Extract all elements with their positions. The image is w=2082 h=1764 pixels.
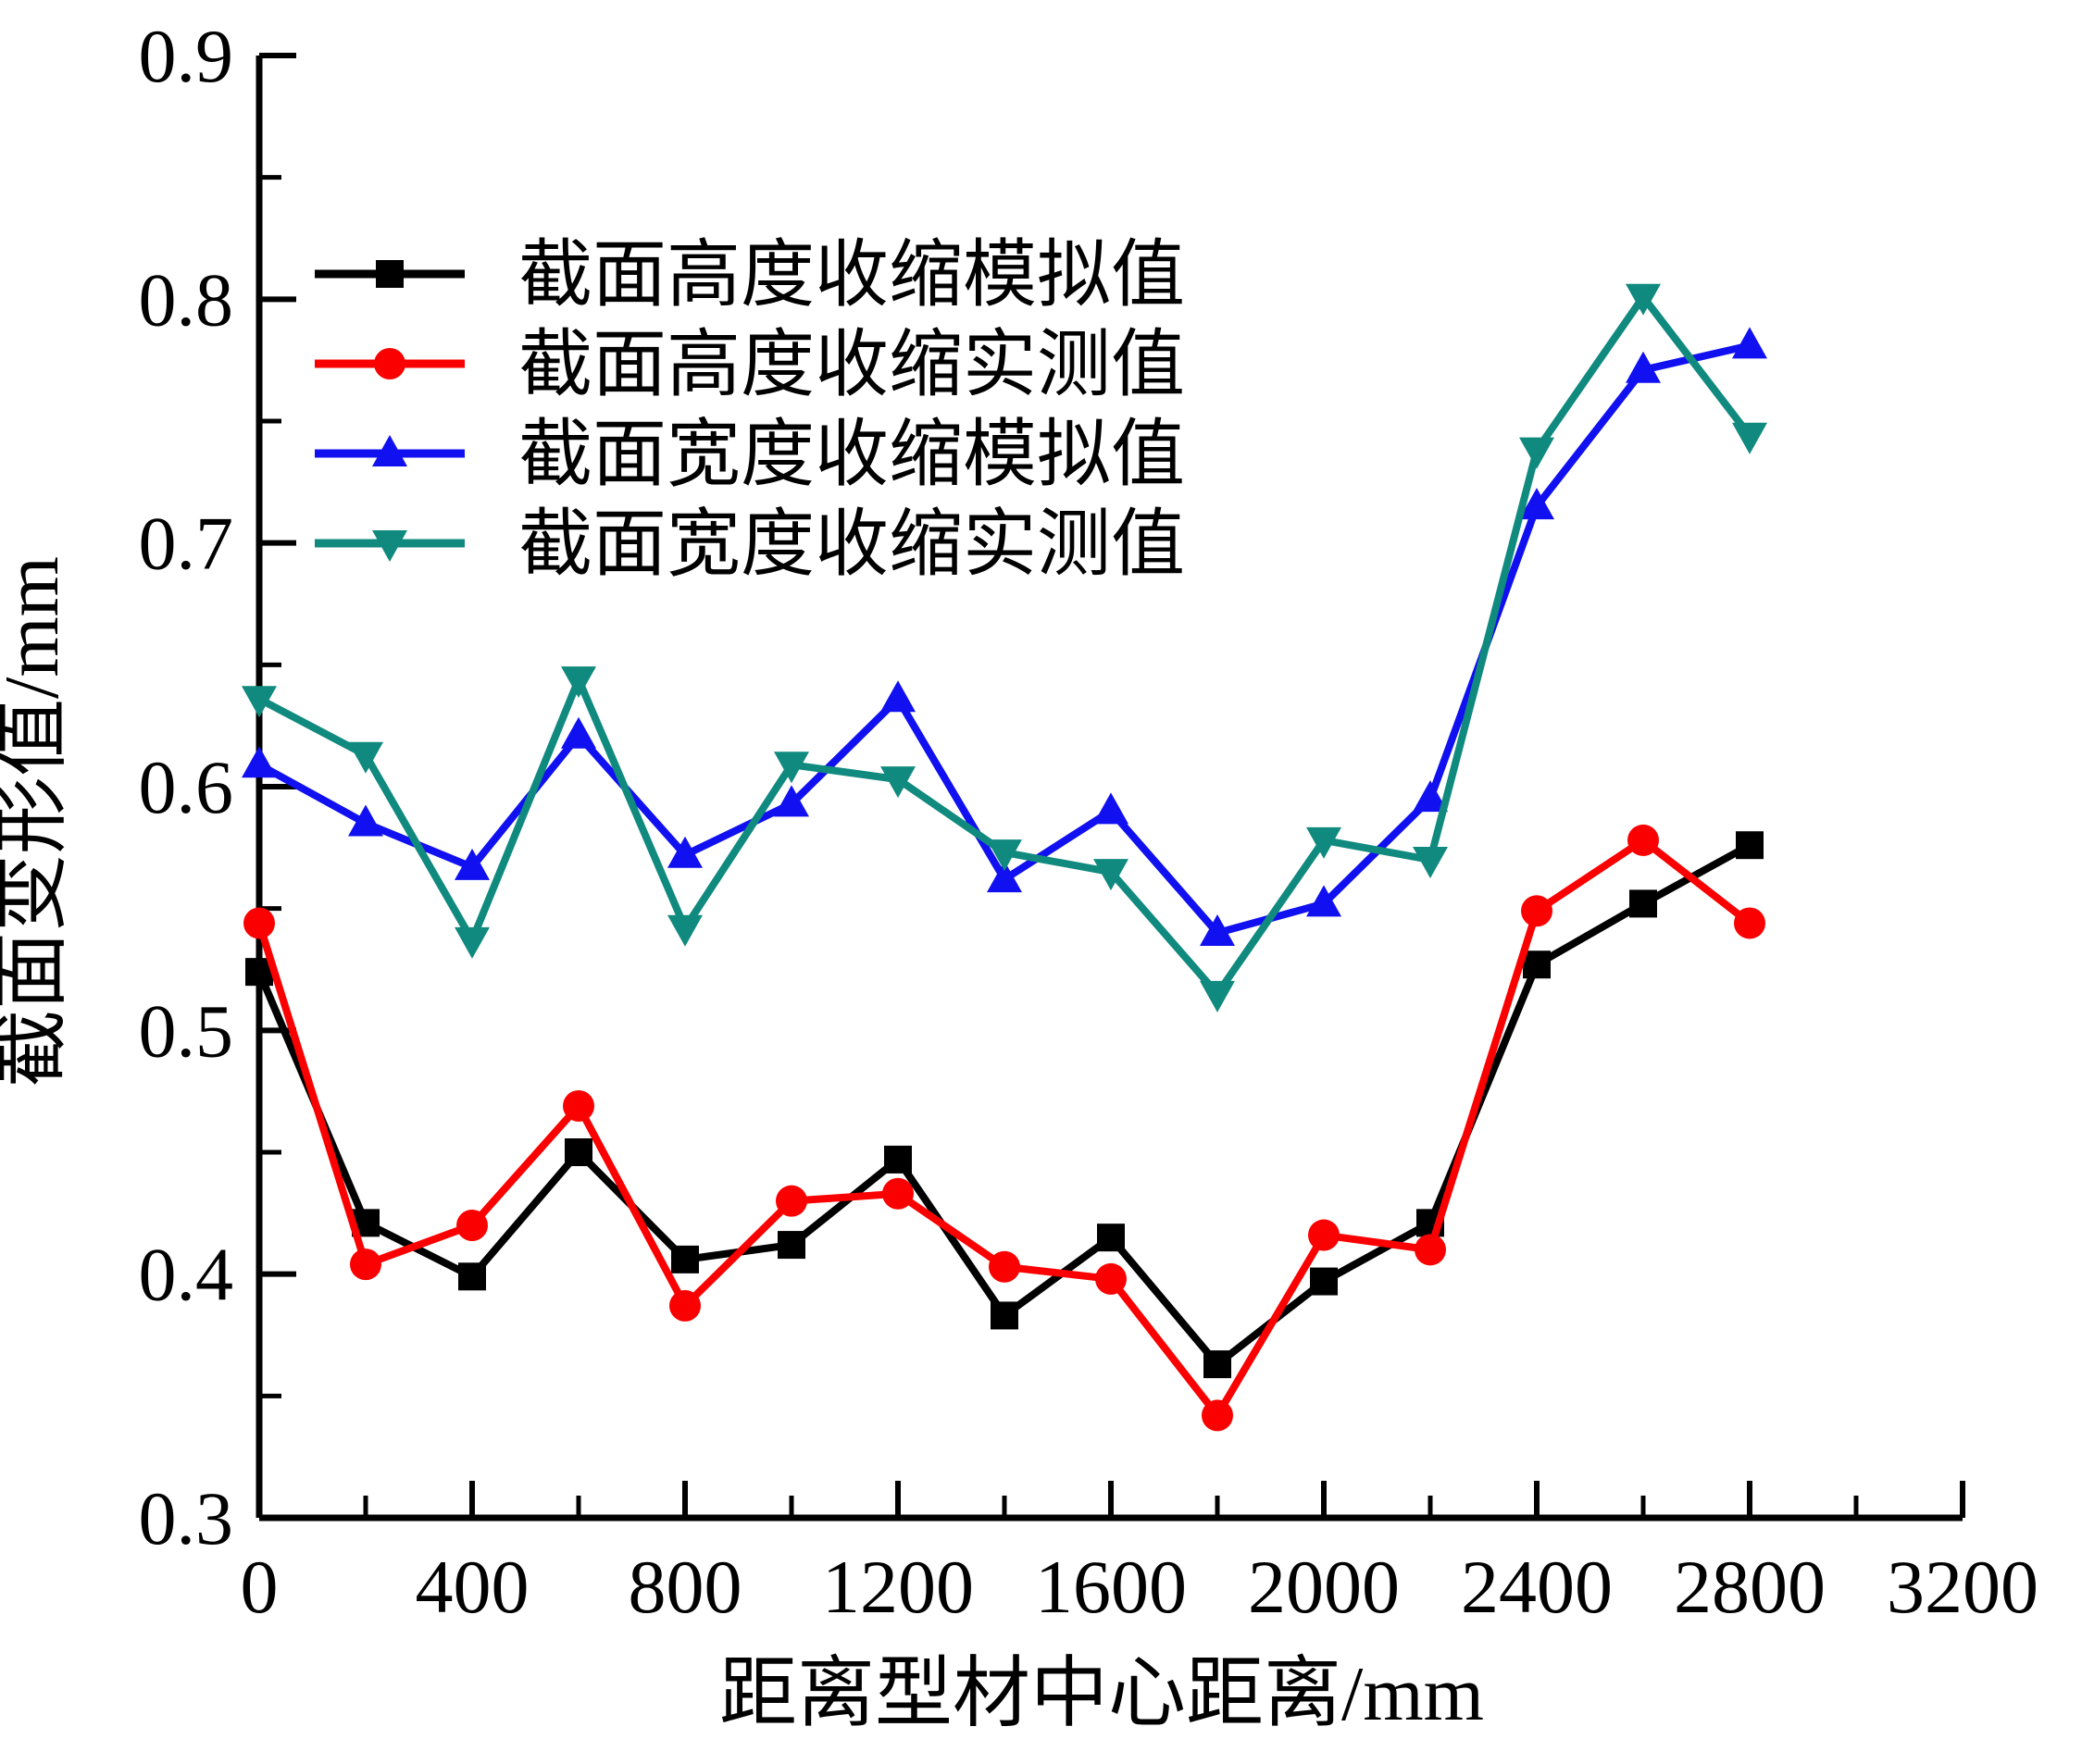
data-point-marker <box>987 839 1022 872</box>
data-point-marker <box>667 914 703 947</box>
series-0 <box>245 831 1764 1379</box>
data-point-marker <box>372 530 407 562</box>
x-tick-label: 3200 <box>1887 1545 2038 1629</box>
data-point-marker <box>243 907 275 939</box>
legend-label: 截面宽度收缩实测值 <box>518 504 1185 586</box>
x-axis-title: 距离型材中心距离/mm <box>719 1651 1484 1737</box>
data-point-marker <box>561 716 596 749</box>
x-tick-label: 2800 <box>1674 1545 1826 1629</box>
data-point-marker <box>1732 422 1767 454</box>
data-point-marker <box>376 260 404 288</box>
data-point-marker <box>989 1250 1020 1283</box>
x-tick-label: 0 <box>241 1545 279 1629</box>
data-point-marker <box>1627 824 1659 856</box>
x-tick-label: 2400 <box>1461 1545 1613 1629</box>
data-point-marker <box>1093 859 1128 891</box>
x-tick-label: 1200 <box>822 1545 974 1629</box>
data-point-marker <box>561 666 596 699</box>
data-point-marker <box>348 741 383 774</box>
legend-item-0: 截面高度收缩模拟值 <box>315 235 1185 317</box>
data-point-marker <box>1732 327 1767 359</box>
data-point-marker <box>1519 437 1554 469</box>
x-tick-label: 800 <box>629 1545 742 1629</box>
data-point-marker <box>350 1248 381 1281</box>
series-2 <box>242 327 1767 946</box>
data-point-marker <box>1415 1234 1446 1266</box>
data-point-marker <box>1306 885 1341 917</box>
data-point-marker <box>1626 283 1661 316</box>
data-point-marker <box>991 1301 1018 1330</box>
data-point-marker <box>1413 780 1448 813</box>
data-point-marker <box>242 746 277 778</box>
data-point-marker <box>1306 826 1341 859</box>
data-point-marker <box>563 1089 594 1122</box>
data-point-marker <box>348 804 383 837</box>
y-tick-label: 0.5 <box>139 988 234 1073</box>
data-point-marker <box>1413 847 1448 878</box>
y-axis-title: 截面变形值/mm <box>0 556 75 1087</box>
legend-label: 截面宽度收缩模拟值 <box>518 415 1185 496</box>
legend-item-1: 截面高度收缩实测值 <box>315 325 1185 406</box>
data-point-marker <box>372 435 407 466</box>
data-point-marker <box>987 861 1022 893</box>
data-point-marker <box>374 348 405 379</box>
series-1 <box>243 824 1765 1432</box>
data-point-marker <box>1200 914 1235 946</box>
data-point-marker <box>1200 980 1235 1012</box>
legend-item-2: 截面宽度收缩模拟值 <box>315 415 1185 496</box>
data-point-marker <box>1734 907 1765 939</box>
data-point-marker <box>456 1210 488 1241</box>
data-point-marker <box>1095 1262 1127 1295</box>
data-point-marker <box>1519 488 1554 520</box>
data-point-marker <box>884 1145 912 1174</box>
data-point-marker <box>565 1138 592 1166</box>
data-point-marker <box>1310 1267 1338 1296</box>
legend-label: 截面高度收缩实测值 <box>518 325 1185 406</box>
data-point-marker <box>242 686 277 718</box>
data-point-marker <box>1202 1399 1233 1432</box>
legend-label: 截面高度收缩模拟值 <box>518 235 1185 317</box>
data-point-marker <box>1097 1224 1125 1252</box>
data-point-marker <box>1523 950 1551 979</box>
data-point-marker <box>671 1245 699 1273</box>
data-point-marker <box>455 848 490 880</box>
y-tick-label: 0.9 <box>139 14 234 98</box>
y-tick-label: 0.8 <box>139 257 234 342</box>
data-point-marker <box>1736 831 1764 860</box>
x-tick-label: 400 <box>416 1545 530 1629</box>
data-point-marker <box>455 926 490 959</box>
data-point-marker <box>1093 792 1128 825</box>
data-point-marker <box>1308 1219 1340 1251</box>
data-point-marker <box>1203 1350 1231 1379</box>
x-tick-label: 1600 <box>1035 1545 1187 1629</box>
data-point-marker <box>774 785 809 817</box>
data-point-marker <box>880 766 916 799</box>
series-3 <box>242 283 1767 1012</box>
data-point-marker <box>1626 351 1661 383</box>
data-point-marker <box>667 836 703 868</box>
data-point-marker <box>669 1289 701 1322</box>
y-tick-label: 0.6 <box>139 745 234 829</box>
data-point-marker <box>1629 889 1657 918</box>
y-tick-label: 0.7 <box>139 502 234 586</box>
y-tick-label: 0.4 <box>139 1233 234 1317</box>
data-point-marker <box>778 1231 805 1260</box>
y-tick-label: 0.3 <box>139 1476 234 1560</box>
data-point-marker <box>774 752 809 784</box>
legend-item-3: 截面宽度收缩实测值 <box>315 504 1185 586</box>
data-point-marker <box>776 1185 807 1217</box>
data-point-marker <box>1521 895 1552 927</box>
data-point-marker <box>882 1177 914 1210</box>
x-tick-label: 2000 <box>1248 1545 1400 1629</box>
data-point-marker <box>458 1262 486 1291</box>
data-point-marker <box>880 680 916 713</box>
